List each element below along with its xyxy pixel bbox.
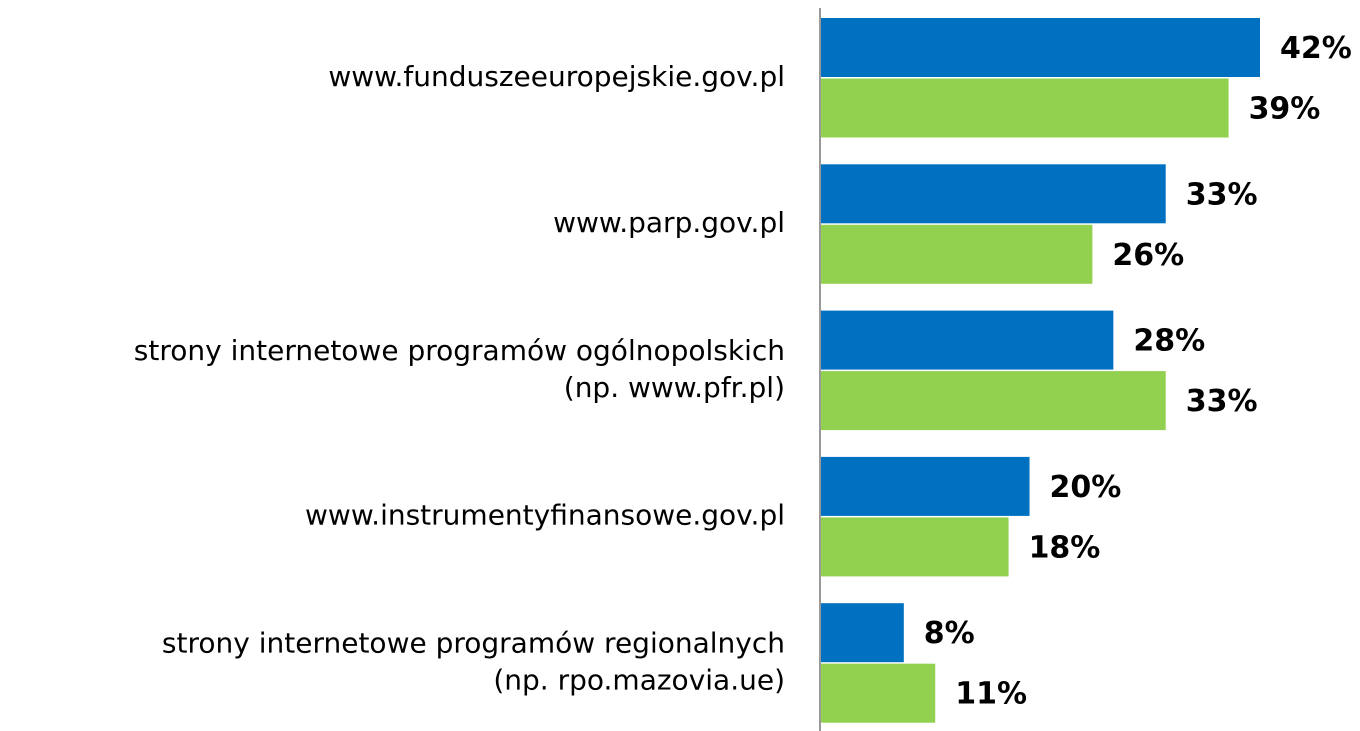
bar <box>820 603 904 663</box>
category-label: www.instrumentyfinansowe.gov.pl <box>305 499 785 532</box>
value-label: 42% <box>1280 31 1352 66</box>
value-label: 26% <box>1112 238 1184 273</box>
bar <box>820 164 1166 224</box>
category-label: strony internetowe programów ogólnopolsk… <box>134 334 785 367</box>
category-label: strony internetowe programów regionalnyc… <box>162 626 785 659</box>
value-label: 8% <box>924 616 975 651</box>
bar <box>820 18 1260 77</box>
category-label: www.parp.gov.pl <box>553 206 785 239</box>
value-label: 18% <box>1029 530 1101 565</box>
value-label: 33% <box>1186 384 1258 419</box>
value-label: 33% <box>1186 177 1258 212</box>
bar <box>820 224 1093 284</box>
value-label: 20% <box>1050 470 1122 505</box>
bar <box>820 517 1009 577</box>
bar <box>820 456 1030 516</box>
bar <box>820 310 1114 370</box>
value-label: 39% <box>1249 92 1321 127</box>
bar <box>820 371 1166 431</box>
bar <box>820 663 936 723</box>
value-label: 11% <box>955 677 1027 712</box>
category-label: (np. rpo.mazovia.ue) <box>493 663 785 696</box>
bar <box>820 78 1229 138</box>
category-label: (np. www.pfr.pl) <box>564 371 785 404</box>
category-label: www.funduszeeuropejskie.gov.pl <box>328 60 785 93</box>
value-label: 28% <box>1133 324 1205 359</box>
